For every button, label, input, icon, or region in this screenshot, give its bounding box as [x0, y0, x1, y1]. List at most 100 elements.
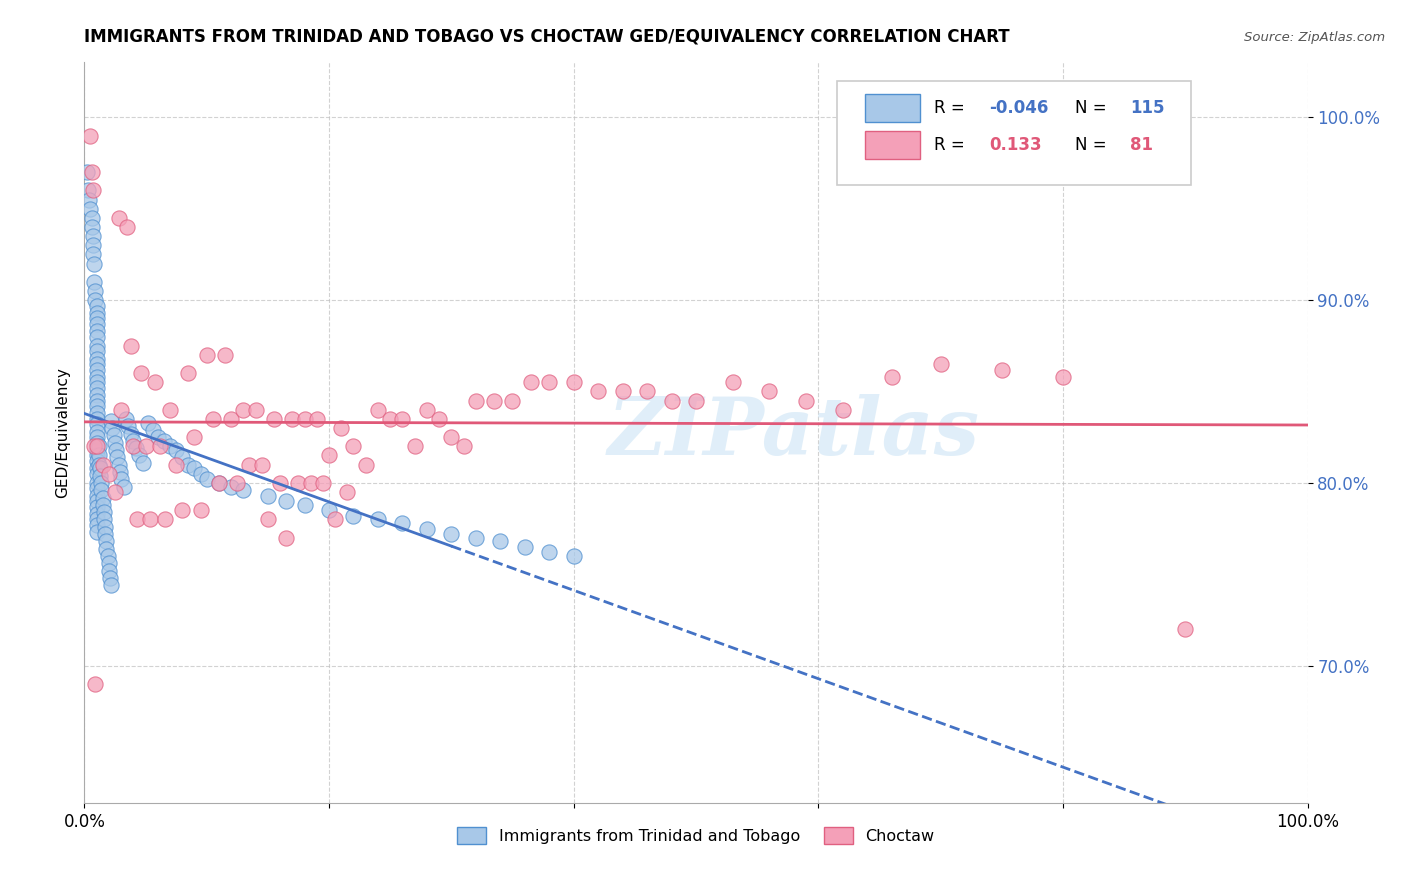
Point — [257, 489, 280, 503]
Point — [142, 423, 165, 437]
Point — [159, 439, 181, 453]
Point — [538, 545, 561, 559]
Point — [86, 517, 108, 532]
Point — [404, 439, 426, 453]
Point — [482, 393, 505, 408]
Point — [330, 421, 353, 435]
Point — [183, 430, 205, 444]
Point — [226, 475, 249, 490]
Point — [93, 512, 115, 526]
Point — [245, 402, 267, 417]
Point — [685, 393, 707, 408]
Point — [721, 376, 744, 390]
Point — [281, 412, 304, 426]
Point — [79, 202, 101, 216]
Point — [87, 449, 110, 463]
Point — [90, 483, 112, 498]
Point — [520, 376, 543, 390]
Point — [159, 402, 181, 417]
Point — [153, 434, 176, 448]
Point — [104, 485, 127, 500]
Point — [79, 128, 101, 143]
Point — [391, 412, 413, 426]
Legend: Immigrants from Trinidad and Tobago, Choctaw: Immigrants from Trinidad and Tobago, Cho… — [451, 821, 941, 850]
Point — [89, 468, 111, 483]
Point — [84, 677, 107, 691]
Point — [86, 461, 108, 475]
Point — [93, 505, 115, 519]
Point — [153, 512, 176, 526]
Point — [299, 475, 322, 490]
Point — [100, 414, 122, 428]
Point — [86, 425, 108, 439]
Point — [87, 458, 110, 472]
Point — [82, 183, 104, 197]
Point — [96, 541, 118, 556]
Point — [427, 412, 450, 426]
Point — [86, 454, 108, 468]
Point — [464, 531, 486, 545]
Point — [86, 512, 108, 526]
Point — [201, 412, 224, 426]
Point — [122, 439, 145, 453]
Point — [122, 434, 145, 448]
Point — [143, 376, 166, 390]
Point — [112, 479, 135, 493]
Point — [453, 439, 475, 453]
Point — [208, 475, 231, 490]
Point — [120, 426, 142, 441]
Point — [318, 449, 340, 463]
Point — [104, 435, 127, 450]
Point — [98, 571, 121, 585]
Point — [276, 494, 298, 508]
Text: 115: 115 — [1130, 99, 1164, 118]
Point — [464, 393, 486, 408]
Point — [87, 439, 110, 453]
Point — [190, 467, 212, 481]
Point — [250, 458, 273, 472]
Point — [195, 472, 218, 486]
Point — [84, 284, 107, 298]
Point — [91, 491, 114, 505]
Y-axis label: GED/Equivalency: GED/Equivalency — [55, 368, 70, 498]
Point — [86, 339, 108, 353]
Point — [97, 549, 120, 563]
Text: IMMIGRANTS FROM TRINIDAD AND TOBAGO VS CHOCTAW GED/EQUIVALENCY CORRELATION CHART: IMMIGRANTS FROM TRINIDAD AND TOBAGO VS C… — [84, 28, 1010, 45]
Point — [794, 393, 817, 408]
Text: N =: N = — [1076, 136, 1112, 154]
Point — [661, 393, 683, 408]
Point — [115, 412, 138, 426]
Point — [86, 482, 108, 496]
Point — [86, 475, 108, 490]
Point — [86, 381, 108, 395]
Text: 81: 81 — [1130, 136, 1153, 154]
Point — [232, 402, 254, 417]
Point — [82, 229, 104, 244]
Point — [195, 348, 218, 362]
Point — [1174, 622, 1197, 636]
Point — [86, 362, 108, 376]
Point — [77, 193, 100, 207]
Point — [86, 417, 108, 432]
Point — [86, 439, 108, 453]
Point — [86, 299, 108, 313]
Point — [120, 339, 142, 353]
Point — [115, 219, 138, 234]
Point — [136, 416, 159, 430]
Point — [80, 219, 103, 234]
Point — [86, 324, 108, 338]
Point — [86, 525, 108, 540]
Point — [110, 402, 132, 417]
Point — [86, 306, 108, 320]
Point — [294, 412, 316, 426]
Point — [76, 165, 98, 179]
Point — [97, 557, 120, 571]
Point — [86, 435, 108, 450]
Point — [103, 428, 125, 442]
Point — [86, 357, 108, 371]
Point — [1052, 369, 1074, 384]
Point — [636, 384, 658, 399]
Point — [312, 475, 335, 490]
Point — [190, 503, 212, 517]
Point — [367, 512, 389, 526]
